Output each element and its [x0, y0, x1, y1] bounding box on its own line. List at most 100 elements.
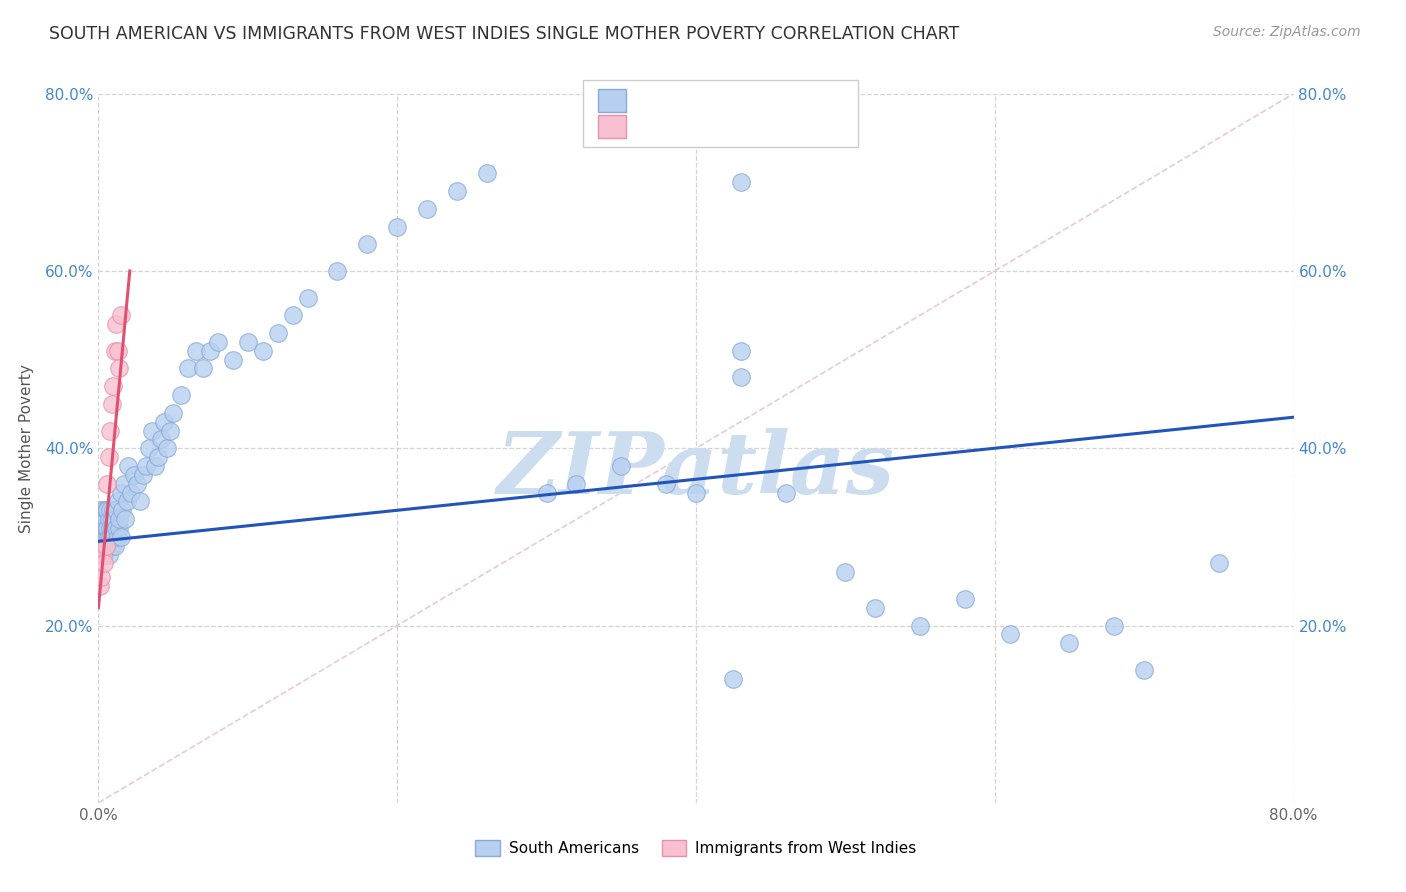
Point: [565, 476, 588, 491]
Point: [90, 503, 112, 517]
Point: [101, 397, 124, 411]
Point: [94, 512, 117, 526]
Point: [96, 503, 118, 517]
Point: [200, 343, 222, 358]
Point: [685, 485, 707, 500]
Point: [96, 476, 118, 491]
Point: [1104, 618, 1126, 632]
Point: [108, 521, 131, 535]
Point: [236, 334, 259, 349]
Point: [91, 521, 114, 535]
Text: 0.213: 0.213: [666, 92, 714, 110]
Point: [103, 379, 125, 393]
Point: [110, 485, 132, 500]
Point: [834, 566, 856, 580]
Point: [90, 521, 112, 535]
Point: [89, 512, 111, 526]
Text: 0.568: 0.568: [666, 118, 714, 136]
Point: [90, 512, 112, 526]
Y-axis label: Single Mother Poverty: Single Mother Poverty: [18, 364, 34, 533]
Text: Source: ZipAtlas.com: Source: ZipAtlas.com: [1213, 25, 1361, 39]
Point: [953, 591, 976, 606]
Point: [141, 424, 163, 438]
Point: [97, 450, 120, 464]
Point: [111, 503, 134, 517]
Point: [908, 618, 931, 632]
Point: [998, 627, 1021, 641]
Point: [1133, 663, 1156, 677]
Legend: South Americans, Immigrants from West Indies: South Americans, Immigrants from West In…: [470, 834, 922, 863]
Point: [96, 530, 118, 544]
Point: [132, 467, 155, 482]
Point: [94, 521, 117, 535]
Point: [730, 370, 752, 384]
Point: [105, 503, 128, 517]
Point: [267, 326, 290, 340]
Point: [96, 521, 118, 535]
Point: [723, 672, 745, 686]
Point: [91, 548, 114, 562]
Point: [101, 539, 124, 553]
Text: 103: 103: [761, 92, 793, 110]
Point: [114, 512, 136, 526]
Text: R =: R =: [634, 92, 671, 110]
Point: [104, 539, 127, 553]
Point: [115, 494, 138, 508]
Point: [89, 521, 111, 535]
Text: 15: 15: [761, 118, 782, 136]
Point: [94, 530, 117, 544]
Point: [107, 530, 129, 544]
Point: [101, 512, 124, 526]
Point: [93, 548, 115, 562]
Point: [101, 521, 124, 535]
Point: [110, 308, 132, 322]
Point: [416, 202, 439, 216]
Point: [446, 184, 468, 198]
Text: N =: N =: [730, 118, 766, 136]
Point: [536, 485, 558, 500]
Point: [775, 485, 797, 500]
Point: [107, 343, 129, 358]
Point: [730, 343, 752, 358]
Point: [153, 415, 176, 429]
Point: [143, 458, 166, 473]
Point: [104, 512, 127, 526]
Point: [156, 441, 179, 455]
Point: [120, 485, 142, 500]
Point: [89, 530, 111, 544]
Point: [93, 512, 115, 526]
Point: [356, 237, 378, 252]
Point: [177, 361, 200, 376]
Point: [1059, 636, 1081, 650]
Point: [169, 388, 191, 402]
Point: [385, 219, 409, 234]
Point: [191, 361, 214, 376]
Point: [124, 467, 146, 482]
Point: [90, 539, 112, 553]
Point: [326, 264, 349, 278]
Point: [610, 458, 633, 473]
Point: [104, 343, 127, 358]
Point: [94, 503, 117, 517]
Point: [108, 512, 131, 526]
Point: [655, 476, 678, 491]
Point: [281, 308, 304, 322]
Point: [105, 317, 128, 331]
Point: [97, 512, 120, 526]
Point: [91, 539, 114, 553]
Point: [91, 503, 114, 517]
Point: [110, 530, 132, 544]
Point: [184, 343, 207, 358]
Point: [96, 539, 118, 553]
Point: [159, 424, 181, 438]
Point: [108, 361, 131, 376]
Point: [127, 476, 149, 491]
Point: [865, 600, 887, 615]
Point: [1208, 557, 1230, 571]
Point: [93, 521, 115, 535]
Point: [150, 433, 173, 447]
Point: [94, 539, 117, 553]
Point: [222, 352, 245, 367]
Point: [103, 530, 125, 544]
Point: [207, 334, 229, 349]
